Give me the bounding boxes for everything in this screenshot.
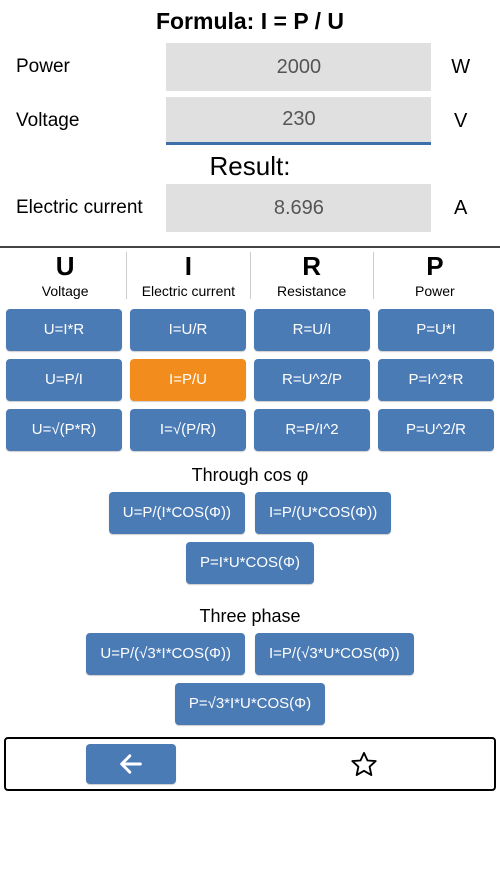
formula-row: P=I*U*COS(Φ): [0, 542, 500, 584]
col-i-symbol: I: [127, 252, 249, 281]
power-label: Power: [10, 56, 166, 78]
result-row: Electric current A: [10, 184, 490, 232]
formula-button[interactable]: U=√(P*R): [6, 409, 122, 451]
formula-button[interactable]: P=U*I: [378, 309, 494, 351]
formula-button[interactable]: U=P/I: [6, 359, 122, 401]
formula-button[interactable]: I=P/U: [130, 359, 246, 401]
formula-button[interactable]: R=U^2/P: [254, 359, 370, 401]
col-p-name: Power: [374, 283, 496, 299]
formula-button[interactable]: I=U/R: [130, 309, 246, 351]
formula-button[interactable]: R=U/I: [254, 309, 370, 351]
column-headers: U Voltage I Electric current R Resistanc…: [0, 248, 500, 299]
col-u-name: Voltage: [4, 283, 126, 299]
col-p-symbol: P: [374, 252, 496, 281]
result-unit: A: [431, 197, 490, 220]
arrow-left-icon: [117, 750, 145, 778]
voltage-row: Voltage V: [10, 97, 490, 145]
formula-row: P=√3*I*U*COS(Φ): [0, 683, 500, 725]
bottom-bar: [4, 737, 496, 791]
col-r-name: Resistance: [251, 283, 373, 299]
formula-button[interactable]: R=P/I^2: [254, 409, 370, 451]
col-i: I Electric current: [127, 252, 250, 299]
formula-button[interactable]: U=I*R: [6, 309, 122, 351]
col-u-symbol: U: [4, 252, 126, 281]
cosphi-heading: Through cos φ: [0, 465, 500, 486]
formula-row: U=P/(√3*I*COS(Φ))I=P/(√3*U*COS(Φ)): [0, 633, 500, 675]
col-r: R Resistance: [251, 252, 374, 299]
formula-button[interactable]: U=P/(√3*I*COS(Φ)): [86, 633, 245, 675]
threephase-rows: U=P/(√3*I*COS(Φ))I=P/(√3*U*COS(Φ)) P=√3*I…: [0, 633, 500, 733]
formula-button[interactable]: P=√3*I*U*COS(Φ): [175, 683, 325, 725]
result-output: [166, 184, 431, 232]
col-u: U Voltage: [4, 252, 127, 299]
star-icon: [350, 750, 378, 778]
formula-grid: U=I*RI=U/RR=U/IP=U*I U=P/II=P/UR=U^2/PP=I…: [0, 299, 500, 451]
favorite-button[interactable]: [344, 744, 384, 784]
formula-button[interactable]: U=P/(I*COS(Φ)): [109, 492, 245, 534]
col-i-name: Electric current: [127, 283, 249, 299]
result-heading: Result:: [10, 151, 490, 182]
back-button[interactable]: [86, 744, 176, 784]
power-unit: W: [431, 56, 490, 79]
formula-title: Formula: I = P / U: [0, 0, 500, 43]
voltage-unit: V: [431, 110, 490, 133]
power-input[interactable]: [166, 43, 431, 91]
input-area: Power W Voltage V Result: Electric curre…: [0, 43, 500, 238]
formula-button[interactable]: I=√(P/R): [130, 409, 246, 451]
power-row: Power W: [10, 43, 490, 91]
formula-row: U=P/(I*COS(Φ))I=P/(U*COS(Φ)): [0, 492, 500, 534]
result-label: Electric current: [10, 197, 166, 219]
voltage-label: Voltage: [10, 110, 166, 132]
col-r-symbol: R: [251, 252, 373, 281]
col-p: P Power: [374, 252, 496, 299]
formula-button[interactable]: P=I*U*COS(Φ): [186, 542, 314, 584]
voltage-input[interactable]: [166, 97, 431, 145]
formula-button[interactable]: P=U^2/R: [378, 409, 494, 451]
formula-button[interactable]: I=P/(√3*U*COS(Φ)): [255, 633, 414, 675]
formula-button[interactable]: I=P/(U*COS(Φ)): [255, 492, 391, 534]
formula-button[interactable]: P=I^2*R: [378, 359, 494, 401]
cosphi-rows: U=P/(I*COS(Φ))I=P/(U*COS(Φ)) P=I*U*COS(Φ): [0, 492, 500, 592]
threephase-heading: Three phase: [0, 606, 500, 627]
